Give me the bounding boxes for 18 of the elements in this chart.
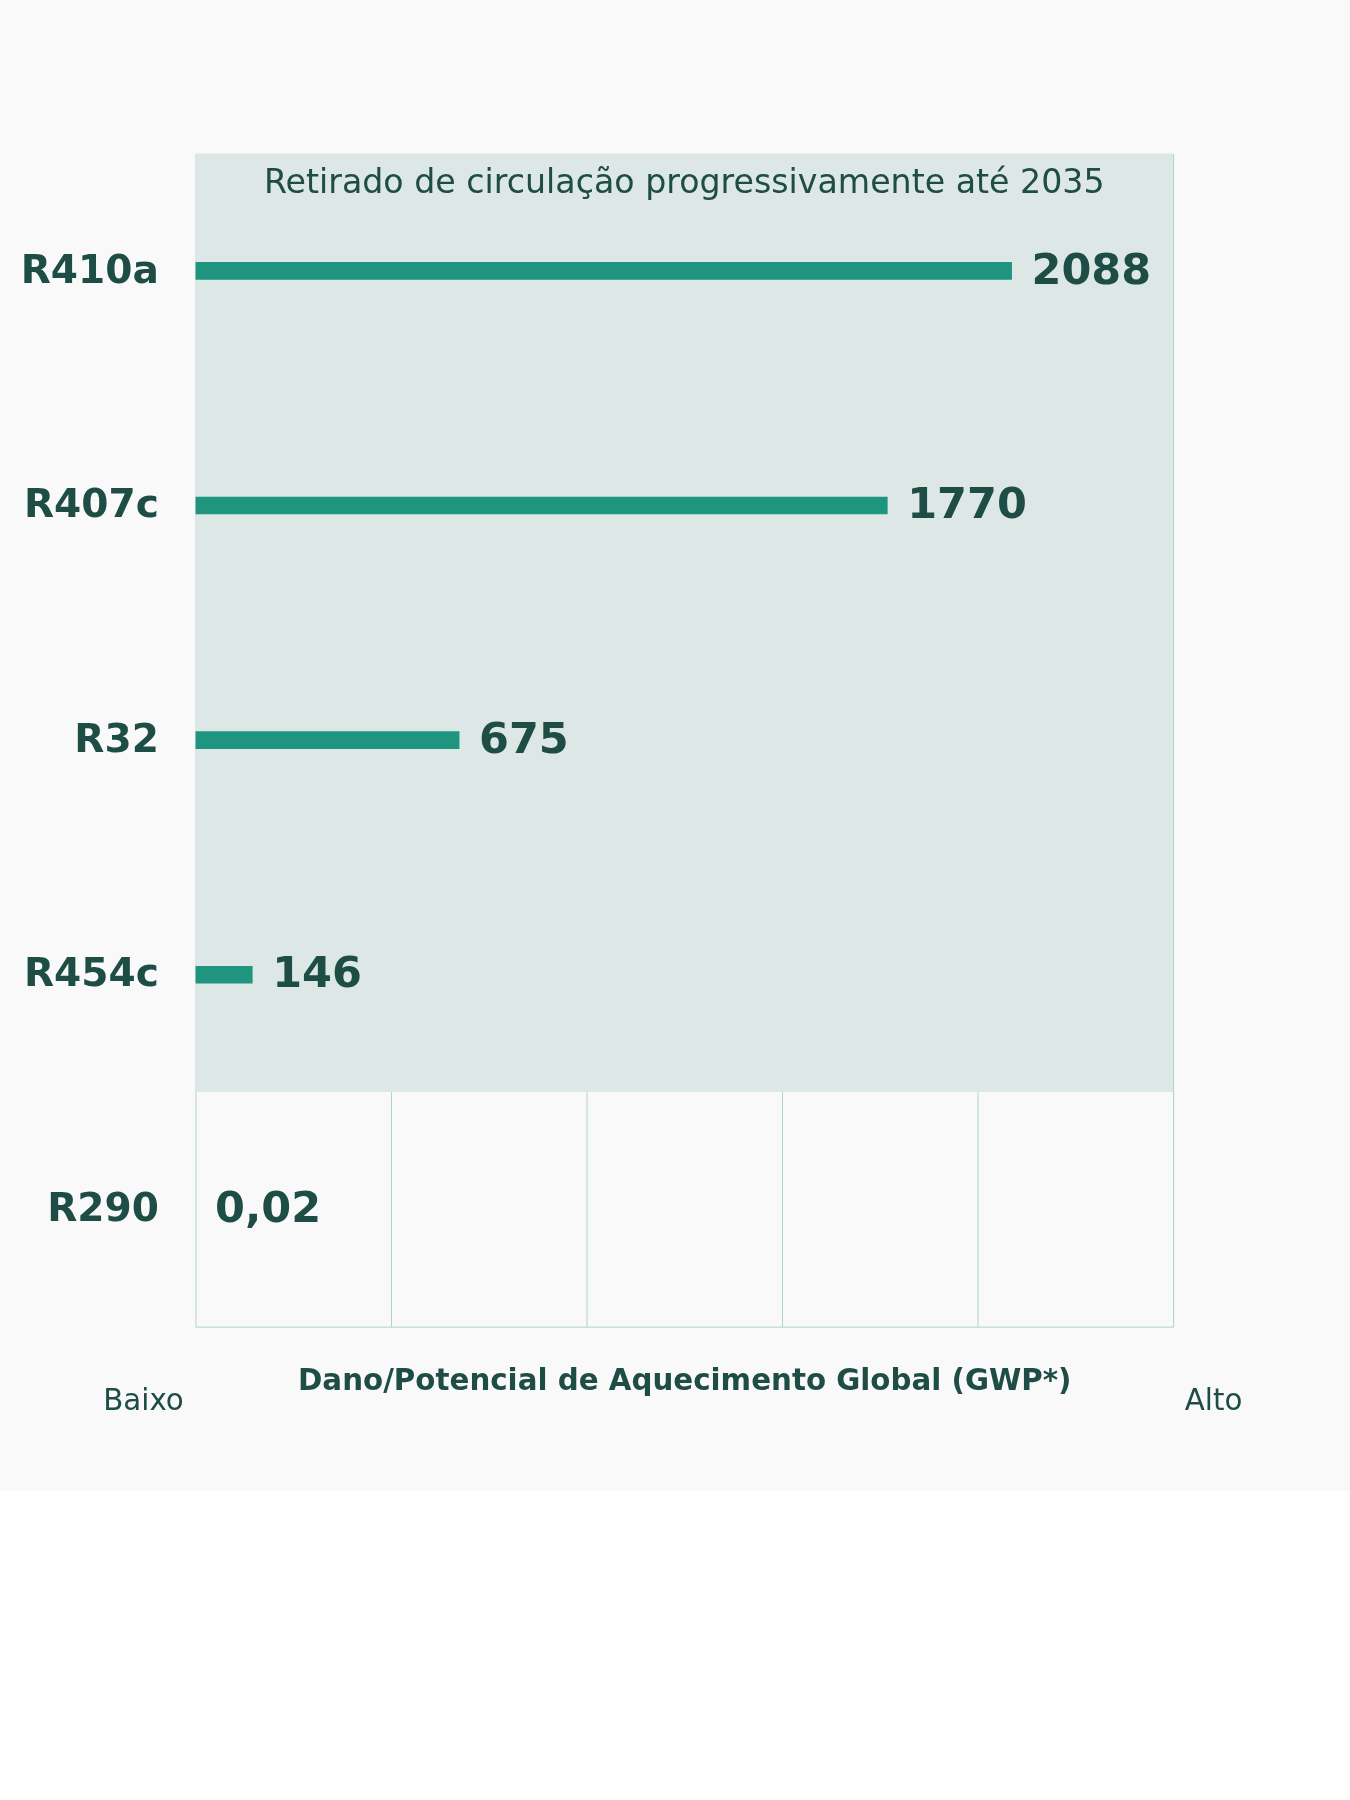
- data-label: 2088: [1031, 243, 1152, 294]
- band-label: Retirado de circulação progressivamente até 2035: [263, 161, 1105, 201]
- text: Baixo: [103, 1382, 184, 1417]
- text: Alto: [1184, 1382, 1243, 1417]
- bar: [195, 496, 888, 515]
- bar: [195, 262, 1012, 280]
- y-tick-label: R32: [74, 715, 159, 761]
- y-tick-label: R410a: [20, 246, 159, 292]
- bar: [195, 965, 253, 984]
- y-tick-label: R290: [47, 1185, 159, 1231]
- y-tick-label: R454c: [23, 950, 159, 996]
- data-label: 0,02: [215, 1182, 322, 1233]
- x-axis-title: Dano/Potencial de Aquecimento Global (GWP*): [298, 1362, 1072, 1397]
- data-label: 1770: [907, 478, 1027, 529]
- data-label: 675: [479, 712, 569, 763]
- data-label: 146: [272, 947, 362, 998]
- bar: [195, 731, 460, 749]
- y-tick-label: R407c: [23, 481, 159, 527]
